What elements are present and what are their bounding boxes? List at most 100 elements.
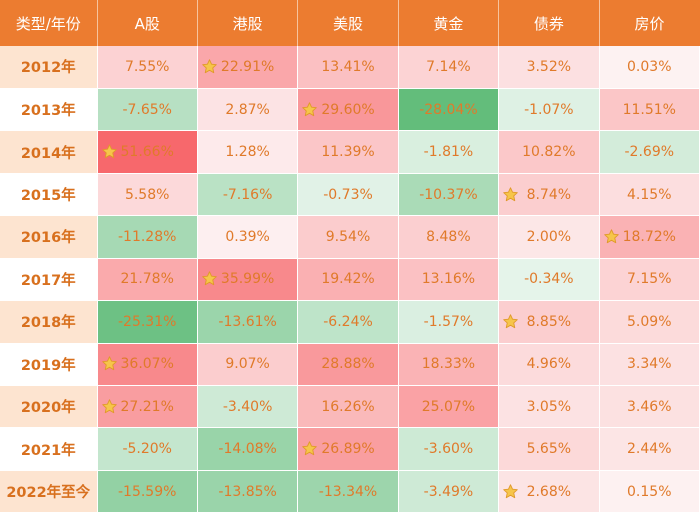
table-row: 2014年 51.66% 1.28% 11.39% -1.81% 10.82% -2.69%: [0, 130, 700, 174]
corner-header: 类型/年份: [0, 0, 98, 46]
star-icon: [302, 101, 318, 116]
data-cell: -1.81%: [398, 130, 500, 174]
cell-value: 4.96%: [526, 356, 572, 373]
data-cell: 5.09%: [599, 300, 700, 344]
data-cell: 8.85%: [498, 300, 600, 344]
year-label: 2015年: [0, 173, 98, 217]
cell-value: -1.07%: [524, 101, 574, 118]
cell-value: 5.65%: [526, 441, 572, 458]
cell-value: 11.51%: [622, 101, 676, 118]
year-label: 2016年: [0, 215, 98, 259]
cell-value: 7.15%: [627, 271, 672, 288]
cell-value: -3.40%: [222, 398, 273, 415]
cell-value: 21.78%: [120, 271, 174, 288]
data-cell: 4.15%: [599, 173, 700, 217]
data-cell: 9.54%: [297, 215, 399, 259]
data-cell: 11.39%: [297, 130, 399, 174]
data-cell: 19.42%: [297, 258, 399, 302]
table-row: 2022年至今 -15.59% -13.85% -13.34% -3.49% 2.68% 0…: [0, 470, 700, 513]
star-icon: [302, 441, 318, 456]
data-cell: -5.20%: [97, 427, 198, 471]
cell-value: 2.44%: [627, 441, 672, 458]
data-cell: 7.55%: [97, 46, 198, 89]
cell-value: 26.89%: [321, 441, 375, 458]
table-row: 2013年 -7.65% 2.87% 29.60% -28.04% -1.07% 11.51…: [0, 88, 700, 132]
data-cell: -25.31%: [97, 300, 198, 344]
data-cell: -3.60%: [398, 427, 500, 471]
data-cell: 3.34%: [599, 343, 700, 387]
cell-value: -13.85%: [218, 483, 277, 500]
data-cell: 10.82%: [498, 130, 600, 174]
data-cell: 2.68%: [498, 470, 600, 513]
data-cell: -10.37%: [398, 173, 500, 217]
column-header: 美股: [297, 0, 399, 46]
data-cell: -14.08%: [197, 427, 299, 471]
data-cell: 8.48%: [398, 215, 500, 259]
data-cell: 8.74%: [498, 173, 600, 217]
year-label: 2018年: [0, 300, 98, 344]
data-cell: 16.26%: [297, 385, 399, 429]
data-cell: 0.39%: [197, 215, 299, 259]
star-icon: [101, 399, 117, 413]
data-cell: 3.46%: [599, 385, 700, 429]
cell-value: 36.07%: [120, 356, 174, 373]
data-cell: -13.85%: [197, 470, 299, 513]
data-cell: 7.15%: [599, 258, 700, 302]
cell-value: 8.48%: [426, 228, 471, 245]
year-label: 2022年至今: [0, 470, 98, 513]
data-cell: 5.58%: [97, 173, 198, 217]
data-cell: 13.41%: [297, 46, 399, 89]
cell-value: -2.69%: [624, 144, 675, 161]
table-body: 2012年 7.55% 22.91% 13.41% 7.14% 3.52% 0.03% 201…: [0, 46, 700, 513]
cell-value: 2.68%: [526, 483, 572, 500]
table-row: 2017年 21.78% 35.99% 19.42% 13.16% -0.34% 7.15%: [0, 258, 700, 302]
year-label: 2014年: [0, 130, 98, 174]
data-cell: 35.99%: [197, 258, 299, 302]
cell-value: 51.66%: [120, 144, 174, 161]
data-cell: 22.91%: [197, 46, 299, 89]
column-header: 房价: [599, 0, 700, 46]
cell-value: 9.07%: [225, 356, 270, 373]
star-icon: [202, 271, 217, 286]
cell-value: -1.57%: [423, 313, 474, 330]
data-cell: -0.34%: [498, 258, 600, 302]
data-cell: 26.89%: [297, 427, 399, 471]
cell-value: -25.31%: [117, 313, 177, 330]
data-cell: 25.07%: [398, 385, 500, 429]
year-label: 2020年: [0, 385, 98, 429]
cell-value: 0.03%: [627, 58, 672, 75]
year-label: 2013年: [0, 88, 98, 132]
cell-value: 3.52%: [526, 58, 572, 75]
data-cell: -6.24%: [297, 300, 399, 344]
table-row: 2019年 36.07% 9.07% 28.88% 18.33% 4.96% 3.34%: [0, 343, 700, 387]
data-cell: 36.07%: [97, 343, 198, 387]
cell-value: 0.39%: [225, 228, 270, 245]
cell-value: 18.72%: [622, 228, 676, 245]
cell-value: 35.99%: [220, 271, 275, 288]
table-row: 2015年 5.58% -7.16% -0.73% -10.37% 8.74% 4.15%: [0, 173, 700, 217]
data-cell: 7.14%: [398, 46, 500, 89]
table-row: 2020年 27.21% -3.40% 16.26% 25.07% 3.05% 3.46%: [0, 385, 700, 429]
cell-value: 5.09%: [627, 313, 672, 330]
cell-value: 25.07%: [421, 398, 476, 415]
data-cell: -2.69%: [599, 130, 700, 174]
data-cell: 11.51%: [599, 88, 700, 132]
data-cell: -0.73%: [297, 173, 399, 217]
cell-value: 28.88%: [321, 356, 375, 373]
cell-value: 4.15%: [627, 186, 672, 203]
cell-value: -28.04%: [419, 101, 478, 118]
star-icon: [503, 483, 518, 498]
data-cell: 3.05%: [498, 385, 600, 429]
cell-value: 8.85%: [526, 313, 572, 330]
cell-value: -11.28%: [117, 228, 177, 245]
data-cell: -1.07%: [498, 88, 600, 132]
data-cell: -7.16%: [197, 173, 299, 217]
star-icon: [603, 229, 619, 244]
data-cell: 18.33%: [398, 343, 500, 387]
cell-value: 18.33%: [421, 356, 476, 373]
data-cell: 21.78%: [97, 258, 198, 302]
year-label: 2017年: [0, 258, 98, 302]
cell-value: -14.08%: [218, 441, 277, 458]
cell-value: 19.42%: [321, 271, 375, 288]
